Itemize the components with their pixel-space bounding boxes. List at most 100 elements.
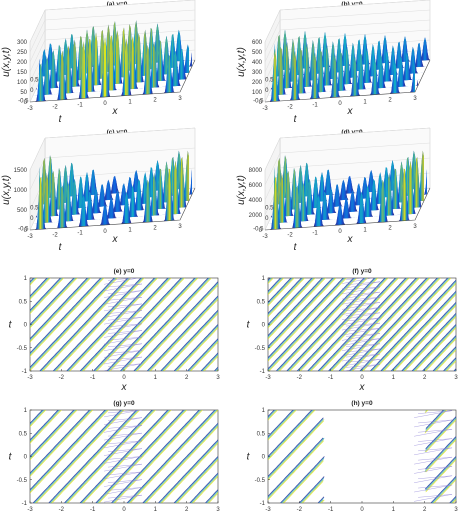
- contour-line: [277, 278, 366, 371]
- contour-line: [129, 410, 218, 503]
- x-tick-label: 0: [122, 375, 126, 381]
- contour-line: [371, 280, 456, 371]
- surface-facet: [48, 155, 50, 198]
- x-tick-label: 3: [413, 96, 417, 102]
- z-tick-label: 1000: [14, 188, 28, 194]
- surface-facet: [40, 177, 42, 230]
- surface-facet: [62, 50, 64, 100]
- contour-line: [268, 278, 346, 361]
- surface-facet: [314, 176, 316, 209]
- contour-line: [268, 278, 347, 362]
- surface-facet: [37, 196, 39, 230]
- contour-line: [112, 410, 201, 503]
- surface-facet: [141, 56, 143, 83]
- surface-facet: [65, 164, 67, 203]
- contour-line: [362, 278, 452, 371]
- contour-line: [279, 278, 368, 371]
- surface-facet: [426, 42, 428, 61]
- contour-line: [310, 278, 399, 371]
- contour-line: [66, 278, 155, 371]
- surface-facet: [403, 168, 405, 221]
- surface-facet: [396, 67, 398, 94]
- surface-facet: [131, 36, 133, 90]
- surface-facet: [320, 172, 322, 202]
- surface-facet: [320, 50, 322, 93]
- surface-facet: [271, 87, 273, 90]
- contour-line: [142, 422, 218, 503]
- x-tick-label: 2: [423, 507, 427, 513]
- contour-line: [431, 477, 456, 503]
- surface-facet: [304, 185, 306, 222]
- contour-line: [464, 278, 474, 371]
- contour-line: [145, 426, 218, 503]
- surface-facet: [381, 179, 383, 223]
- surface-facet: [136, 46, 138, 83]
- surface-facet: [108, 91, 110, 97]
- surface-facet: [401, 186, 403, 221]
- surface-facet: [174, 160, 176, 215]
- contour-line: [192, 476, 218, 503]
- surface-facet: [347, 46, 349, 85]
- surface-facet: [87, 224, 89, 227]
- surface-facet: [58, 74, 60, 101]
- surface-facet: [358, 39, 360, 71]
- surface-facet: [182, 48, 184, 80]
- surface-facet: [107, 215, 109, 225]
- z-tick-label: 2000: [249, 213, 263, 219]
- z-gridline: [44, 147, 196, 159]
- surface-facet: [165, 161, 167, 203]
- contour-line: [425, 410, 444, 429]
- surface-facet: [190, 52, 192, 67]
- surface-facet: [317, 194, 319, 227]
- surface-facet: [398, 219, 400, 222]
- surface-facet: [175, 160, 177, 215]
- surface-facet: [403, 70, 405, 87]
- surface-facet: [146, 44, 148, 95]
- surface-facet: [129, 176, 131, 199]
- x-tick-label: -2: [52, 232, 58, 238]
- surface-facet: [405, 36, 407, 62]
- contour-line: [268, 410, 316, 461]
- surface-facet: [280, 172, 282, 223]
- surface-facet: [392, 182, 394, 210]
- z-tick-label: 500: [252, 50, 263, 56]
- contour-line: [200, 352, 218, 371]
- surface-facet: [402, 168, 404, 221]
- surface-facet: [167, 54, 169, 93]
- y-tick-label: -1: [260, 501, 266, 507]
- surface-facet: [358, 93, 360, 96]
- surface-facet: [117, 30, 119, 84]
- z-gridline: [264, 29, 281, 63]
- surface-facet: [54, 183, 56, 216]
- surface-facet: [290, 97, 292, 101]
- surface-facet: [179, 159, 181, 208]
- z-gridline: [29, 9, 46, 43]
- surface-facet: [320, 202, 322, 227]
- contour-line: [268, 419, 324, 478]
- surface-facet: [92, 169, 94, 195]
- surface-facet: [398, 91, 400, 94]
- surface-facet: [176, 57, 178, 87]
- surface-facet: [113, 175, 115, 194]
- surface-facet: [310, 96, 312, 99]
- surface-facet: [78, 83, 80, 87]
- surface-facet: [419, 193, 421, 208]
- contour-line: [390, 301, 456, 371]
- surface-facet: [87, 94, 89, 99]
- contour-line: [268, 278, 294, 306]
- contour-line: [414, 456, 453, 465]
- surface-facet: [336, 63, 338, 98]
- surface-facet: [327, 45, 329, 86]
- surface-facet: [377, 177, 379, 204]
- surface-facet: [392, 160, 394, 191]
- contour-line: [190, 341, 218, 371]
- surface-facet: [332, 63, 334, 98]
- contour-line: [113, 410, 202, 503]
- surface-facet: [303, 68, 305, 94]
- surface-facet: [100, 91, 102, 98]
- surface-facet: [312, 62, 314, 99]
- surface-facet: [179, 49, 181, 80]
- surface-facet: [408, 59, 410, 81]
- surface-facet: [66, 97, 68, 100]
